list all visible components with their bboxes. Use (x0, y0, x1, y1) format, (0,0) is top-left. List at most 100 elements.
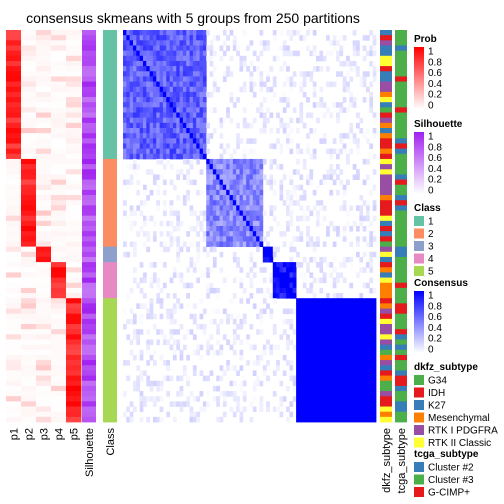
consensus-cell (336, 117, 340, 124)
consensus-cell (372, 35, 377, 41)
consensus-cell (342, 365, 347, 371)
consensus-cell (332, 344, 337, 351)
consensus-cell (242, 164, 247, 170)
consensus-cell (282, 107, 287, 113)
consensus-cell (159, 220, 164, 227)
consensus-cell (296, 226, 300, 232)
consensus-cell (356, 334, 360, 340)
consensus-cell (229, 406, 234, 413)
consensus-cell (209, 158, 214, 165)
consensus-cell (222, 334, 227, 340)
consensus-cell (372, 324, 377, 330)
consensus-cell (159, 76, 164, 82)
consensus-cell (192, 267, 197, 273)
consensus-cell (296, 158, 300, 165)
tcga-subtype-cell (395, 360, 407, 366)
consensus-cell (359, 117, 364, 124)
consensus-cell (256, 329, 260, 335)
consensus-cell (359, 81, 364, 88)
consensus-cell (172, 308, 177, 315)
consensus-cell (306, 396, 310, 402)
prob-cell (66, 391, 82, 397)
prob-cell (36, 35, 52, 41)
tcga-subtype-cell (395, 97, 407, 103)
consensus-cell (299, 354, 304, 361)
consensus-cell (292, 81, 297, 88)
consensus-cell (342, 226, 347, 232)
consensus-cell (302, 380, 307, 387)
class-cell (103, 184, 117, 191)
prob-cell (66, 360, 82, 366)
consensus-cell (366, 241, 370, 248)
consensus-cell (236, 189, 240, 196)
consensus-cell (136, 133, 141, 139)
consensus-cell (369, 50, 374, 57)
prob-cell (6, 282, 22, 289)
consensus-cell (199, 189, 204, 196)
consensus-cell (349, 324, 354, 330)
consensus-cell (162, 107, 167, 113)
consensus-cell (316, 365, 320, 371)
dkfz-subtype-cell (380, 189, 392, 196)
consensus-cell (176, 298, 180, 304)
tcga-subtype-cell (395, 277, 407, 284)
consensus-cell (226, 200, 230, 206)
consensus-cell (332, 40, 337, 46)
consensus-cell (146, 344, 151, 351)
consensus-cell (349, 396, 354, 402)
prob-cell (21, 272, 37, 278)
prob-cell (6, 416, 22, 423)
tcga-subtype-cell (395, 174, 407, 180)
dkfz-subtype-cell (380, 76, 392, 82)
prob-cell (6, 112, 22, 119)
legend-entry-label: RTK I PDGFRA (428, 426, 498, 437)
consensus-cell (249, 138, 254, 144)
consensus-cell (226, 169, 230, 175)
consensus-cell (179, 143, 184, 150)
consensus-cell (216, 189, 220, 196)
consensus-cell (249, 231, 254, 237)
class-cell (103, 40, 117, 46)
consensus-cell (129, 102, 134, 108)
consensus-cell (296, 236, 300, 242)
consensus-cell (166, 128, 171, 134)
consensus-cell (302, 189, 307, 196)
consensus-cell (252, 236, 257, 242)
consensus-cell (182, 76, 187, 82)
prob-cell (66, 35, 82, 41)
consensus-cell (356, 375, 360, 382)
consensus-cell (286, 143, 290, 150)
consensus-cell (369, 91, 374, 98)
consensus-cell (222, 391, 227, 397)
tcga-subtype-cell (395, 122, 407, 129)
class-cell (103, 370, 117, 376)
consensus-cell (249, 189, 254, 196)
consensus-cell (192, 128, 197, 134)
consensus-cell (152, 133, 157, 139)
consensus-cell (246, 360, 250, 366)
consensus-cell (322, 256, 327, 263)
consensus-cell (319, 200, 324, 206)
consensus-cell (259, 200, 264, 206)
consensus-cell (336, 334, 340, 340)
prob-cell (36, 344, 52, 351)
consensus-cell (179, 107, 184, 113)
consensus-cell (366, 391, 370, 397)
consensus-cell (326, 81, 330, 88)
consensus-cell (232, 35, 237, 41)
consensus-cell (209, 246, 214, 253)
consensus-cell (326, 416, 330, 423)
dkfz-subtype-cell (380, 220, 392, 227)
consensus-cell (332, 226, 337, 232)
consensus-cell (329, 334, 334, 340)
consensus-cell (299, 416, 304, 423)
consensus-cell (262, 210, 267, 217)
consensus-cell (299, 318, 304, 325)
consensus-cell (252, 184, 257, 191)
consensus-cell (359, 344, 364, 351)
consensus-cell (176, 210, 180, 217)
consensus-cell (192, 370, 197, 376)
consensus-cell (282, 174, 287, 180)
prob-cell (66, 303, 82, 309)
consensus-cell (249, 179, 254, 186)
